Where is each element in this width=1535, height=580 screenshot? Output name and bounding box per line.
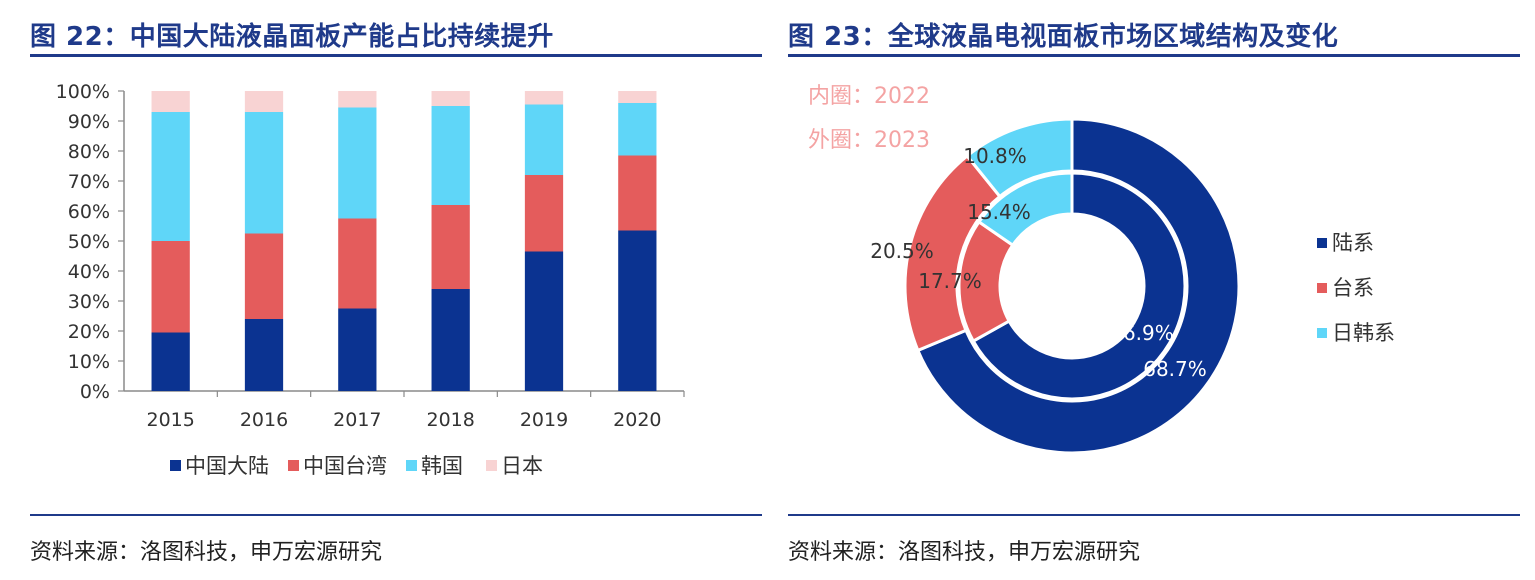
y-tick-label: 50% bbox=[68, 231, 110, 253]
bar-segment bbox=[524, 104, 564, 175]
donut-value-label: 68.7% bbox=[1143, 357, 1207, 381]
x-tick-label: 2019 bbox=[520, 409, 568, 431]
x-tick-label: 2015 bbox=[146, 409, 194, 431]
left-title-rule bbox=[30, 54, 762, 57]
legend-swatch bbox=[406, 460, 417, 471]
y-tick-label: 0% bbox=[80, 381, 110, 403]
donut-value-label: 66.9% bbox=[1110, 321, 1174, 345]
bar-segment bbox=[431, 106, 470, 205]
legend-swatch bbox=[170, 460, 181, 471]
donut-value-label: 17.7% bbox=[918, 269, 982, 293]
donut-slice bbox=[976, 171, 1074, 248]
donut-slice bbox=[971, 171, 1187, 401]
bar-segment bbox=[338, 218, 377, 309]
bar-segment bbox=[524, 91, 564, 105]
bar-segment bbox=[151, 112, 190, 241]
bar-segment bbox=[244, 112, 284, 234]
donut-value-label: 15.4% bbox=[967, 200, 1031, 224]
y-tick-label: 70% bbox=[68, 171, 110, 193]
bar-segment bbox=[618, 91, 657, 103]
bar-segment bbox=[618, 230, 657, 391]
stacked-bar-chart: 0% 10% 20% 30% 40% 50% 60% 70% 80% 90% 100% 2015 201… bbox=[56, 81, 685, 478]
y-tick-label: 100% bbox=[56, 81, 110, 103]
legend-swatch bbox=[486, 460, 497, 471]
legend-label: 日本 bbox=[501, 454, 543, 478]
bar-segment bbox=[524, 175, 564, 252]
legend-label: 台系 bbox=[1332, 276, 1374, 300]
legend-swatch bbox=[1317, 283, 1327, 293]
legend-label: 韩国 bbox=[421, 454, 463, 478]
y-tick-label: 80% bbox=[68, 141, 110, 163]
legend-swatch bbox=[288, 460, 299, 471]
bar-segment bbox=[524, 251, 564, 391]
x-tick-label: 2020 bbox=[613, 409, 661, 431]
donut-value-label: 20.5% bbox=[870, 239, 934, 263]
donut-chart: 68.7% 20.5% 10.8% 66.9% 17.7% 15.4% 内圈：2022 外圈：… bbox=[808, 84, 1395, 455]
bar-segment bbox=[618, 155, 657, 231]
legend-swatch bbox=[1317, 328, 1327, 338]
bar-segment bbox=[151, 91, 190, 112]
x-tick-label: 2018 bbox=[426, 409, 474, 431]
bar-segment bbox=[244, 319, 284, 391]
legend-swatch bbox=[1317, 238, 1327, 248]
bar-segment bbox=[431, 205, 470, 289]
right-source-rule bbox=[788, 514, 1520, 516]
y-tick-label: 20% bbox=[68, 321, 110, 343]
y-tick-label: 30% bbox=[68, 291, 110, 313]
bar-segment bbox=[244, 233, 284, 319]
bar-segment bbox=[431, 289, 470, 391]
legend-label: 中国台湾 bbox=[303, 454, 387, 478]
y-tick-label: 40% bbox=[68, 261, 110, 283]
donut-slice bbox=[965, 117, 1074, 199]
right-source-text: 资料来源：洛图科技，申万宏源研究 bbox=[788, 540, 1141, 565]
bar-segment bbox=[338, 107, 377, 219]
legend-label: 中国大陆 bbox=[185, 454, 269, 478]
left-figure-title: 图 22：中国大陆液晶面板产能占比持续提升 bbox=[30, 22, 554, 52]
donut-slice bbox=[915, 117, 1241, 455]
bar-segment bbox=[151, 241, 190, 333]
donut-value-label: 10.8% bbox=[963, 144, 1027, 168]
right-title-rule bbox=[788, 54, 1520, 57]
right-figure-title: 图 23：全球液晶电视面板市场区域结构及变化 bbox=[788, 22, 1339, 52]
x-tick-label: 2016 bbox=[240, 409, 288, 431]
bar-segment bbox=[431, 91, 470, 106]
bar-segment bbox=[618, 103, 657, 156]
y-tick-label: 10% bbox=[68, 351, 110, 373]
bar-segment bbox=[244, 91, 284, 112]
y-tick-label: 90% bbox=[68, 111, 110, 133]
legend-label: 陆系 bbox=[1332, 231, 1374, 255]
bar-segment bbox=[151, 332, 190, 391]
inner-ring-note: 内圈：2022 bbox=[808, 84, 930, 109]
legend-label: 日韩系 bbox=[1332, 321, 1395, 345]
left-source-text: 资料来源：洛图科技，申万宏源研究 bbox=[30, 540, 383, 565]
outer-ring-note: 外圈：2023 bbox=[808, 128, 930, 153]
bar-segment bbox=[338, 308, 377, 391]
y-tick-label: 60% bbox=[68, 201, 110, 223]
x-tick-label: 2017 bbox=[333, 409, 381, 431]
bar-segment bbox=[338, 91, 377, 108]
left-source-rule bbox=[30, 514, 762, 516]
